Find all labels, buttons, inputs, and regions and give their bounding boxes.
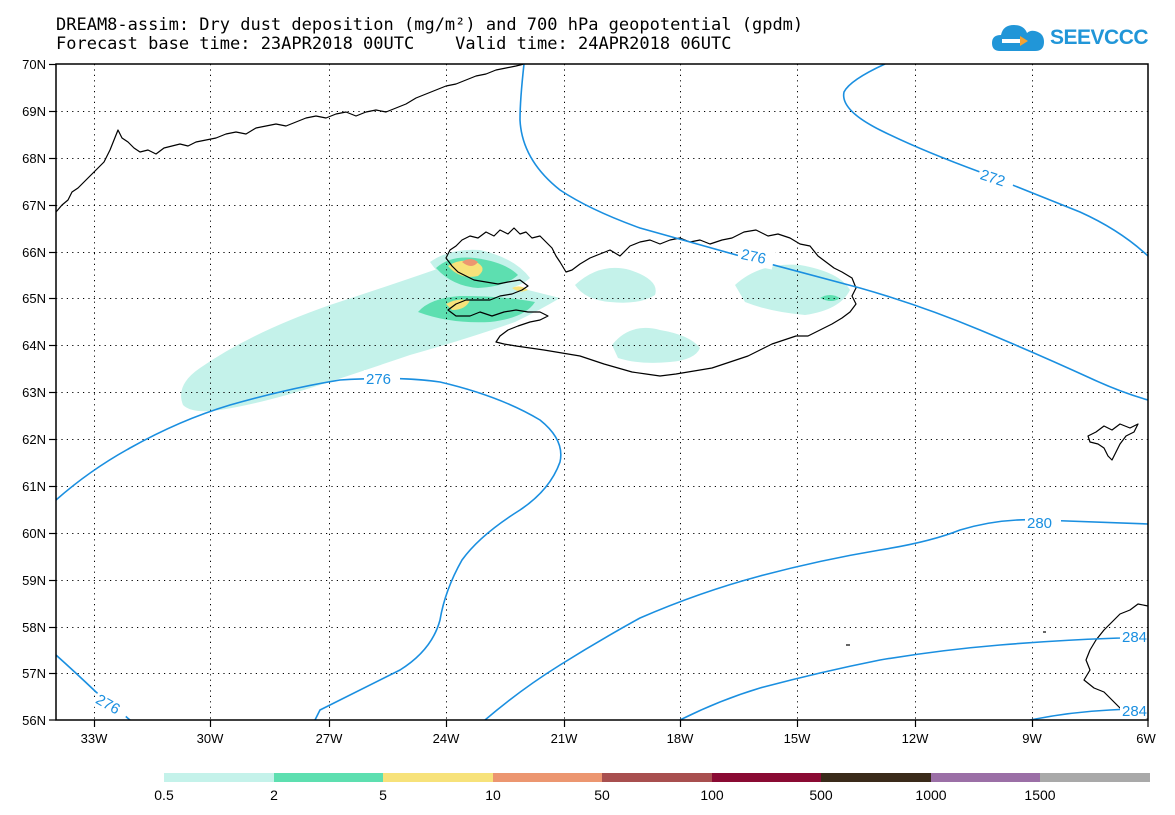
- colorbar-label: 1500: [1024, 787, 1055, 803]
- colorbar-swatch: [821, 773, 931, 782]
- iceland-coast: [445, 227, 857, 377]
- cloud-icon: [992, 25, 1044, 51]
- lon-label: 27W: [316, 731, 343, 746]
- colorbar-label: 0.5: [154, 787, 174, 803]
- colorbar: 0.5 2 5 10 50 100 500 1000 1500: [154, 773, 1150, 803]
- lat-label: 66N: [22, 245, 46, 260]
- lon-label: 18W: [667, 731, 694, 746]
- colorbar-swatch: [383, 773, 493, 782]
- lon-label: 24W: [433, 731, 460, 746]
- greenland-coast: [56, 64, 525, 213]
- contour-284: [679, 635, 1148, 720]
- lat-label: 59N: [22, 573, 46, 588]
- dust-area-2-east: [820, 295, 840, 301]
- lat-label: 62N: [22, 432, 46, 447]
- contour-276-south: [56, 377, 562, 720]
- lat-label: 57N: [22, 666, 46, 681]
- latitude-labels: 70N 69N 68N 67N 66N 65N 64N 63N 62N 61N …: [22, 57, 46, 728]
- lon-label: 21W: [551, 731, 578, 746]
- colorbar-swatch: [164, 773, 274, 782]
- dust-area-10: [462, 259, 478, 266]
- lon-label: 33W: [81, 731, 108, 746]
- contour-label-284: 284: [1122, 629, 1147, 646]
- dust-area-0.5: [181, 268, 560, 412]
- contour-label-284-south: 284: [1122, 703, 1147, 720]
- lat-label: 63N: [22, 385, 46, 400]
- lat-label: 56N: [22, 713, 46, 728]
- contour-label-272: 272: [978, 166, 1007, 190]
- colorbar-label: 5: [379, 787, 387, 803]
- contour-284-south: [1029, 707, 1148, 720]
- lat-label: 61N: [22, 479, 46, 494]
- dust-area-2-south: [418, 296, 535, 323]
- graticule: [56, 64, 1148, 720]
- contour-label-280: 280: [1027, 515, 1052, 532]
- lat-label: 60N: [22, 526, 46, 541]
- lon-label: 15W: [784, 731, 811, 746]
- lat-label: 65N: [22, 291, 46, 306]
- lon-label: 12W: [902, 731, 929, 746]
- colorbar-label: 10: [485, 787, 501, 803]
- tick-marks: [49, 63, 1149, 727]
- lat-label: 58N: [22, 620, 46, 635]
- colorbar-label: 50: [594, 787, 610, 803]
- logo-text: SEEVCCC: [1050, 26, 1149, 49]
- colorbar-swatch: [493, 773, 602, 782]
- map-title-line1: DREAM8-assim: Dry dust deposition (mg/m²…: [56, 15, 804, 35]
- colorbar-swatch: [712, 773, 821, 782]
- contour-labels: 272 276 276 280 284 276 284: [90, 164, 1148, 720]
- colorbar-label: 2: [270, 787, 278, 803]
- dust-area-5-center: [512, 286, 528, 292]
- colorbar-label: 500: [809, 787, 833, 803]
- colorbar-swatch: [931, 773, 1040, 782]
- colorbar-swatch: [1040, 773, 1150, 782]
- colorbar-label: 1000: [915, 787, 946, 803]
- colorbar-swatch: [602, 773, 712, 782]
- dust-area-0.5-island-east: [735, 264, 850, 315]
- faroe-islands: [1087, 423, 1139, 461]
- lat-label: 67N: [22, 198, 46, 213]
- contour-label-276-north: 276: [739, 246, 767, 268]
- seevccc-logo: SEEVCCC: [990, 20, 1149, 56]
- map-area: 272 276 276 280 284 276 284: [56, 64, 1148, 720]
- lat-label: 70N: [22, 57, 46, 72]
- lat-label: 64N: [22, 338, 46, 353]
- lat-label: 69N: [22, 104, 46, 119]
- colorbar-label: 100: [700, 787, 724, 803]
- contour-label-276-south: 276: [366, 371, 391, 388]
- lat-label: 68N: [22, 151, 46, 166]
- contour-280: [484, 518, 1148, 720]
- colorbar-swatch: [274, 773, 383, 782]
- lon-label: 6W: [1136, 731, 1156, 746]
- lon-label: 9W: [1022, 731, 1042, 746]
- dust-area-0.5-island-north: [575, 267, 656, 303]
- longitude-labels: 33W 30W 27W 24W 21W 18W 15W 12W 9W 6W: [81, 731, 1157, 746]
- contour-272: [842, 64, 1148, 257]
- lon-label: 30W: [197, 731, 224, 746]
- dust-deposition-field: [181, 249, 850, 412]
- map-title-line2: Forecast base time: 23APR2018 00UTC Vali…: [56, 34, 732, 54]
